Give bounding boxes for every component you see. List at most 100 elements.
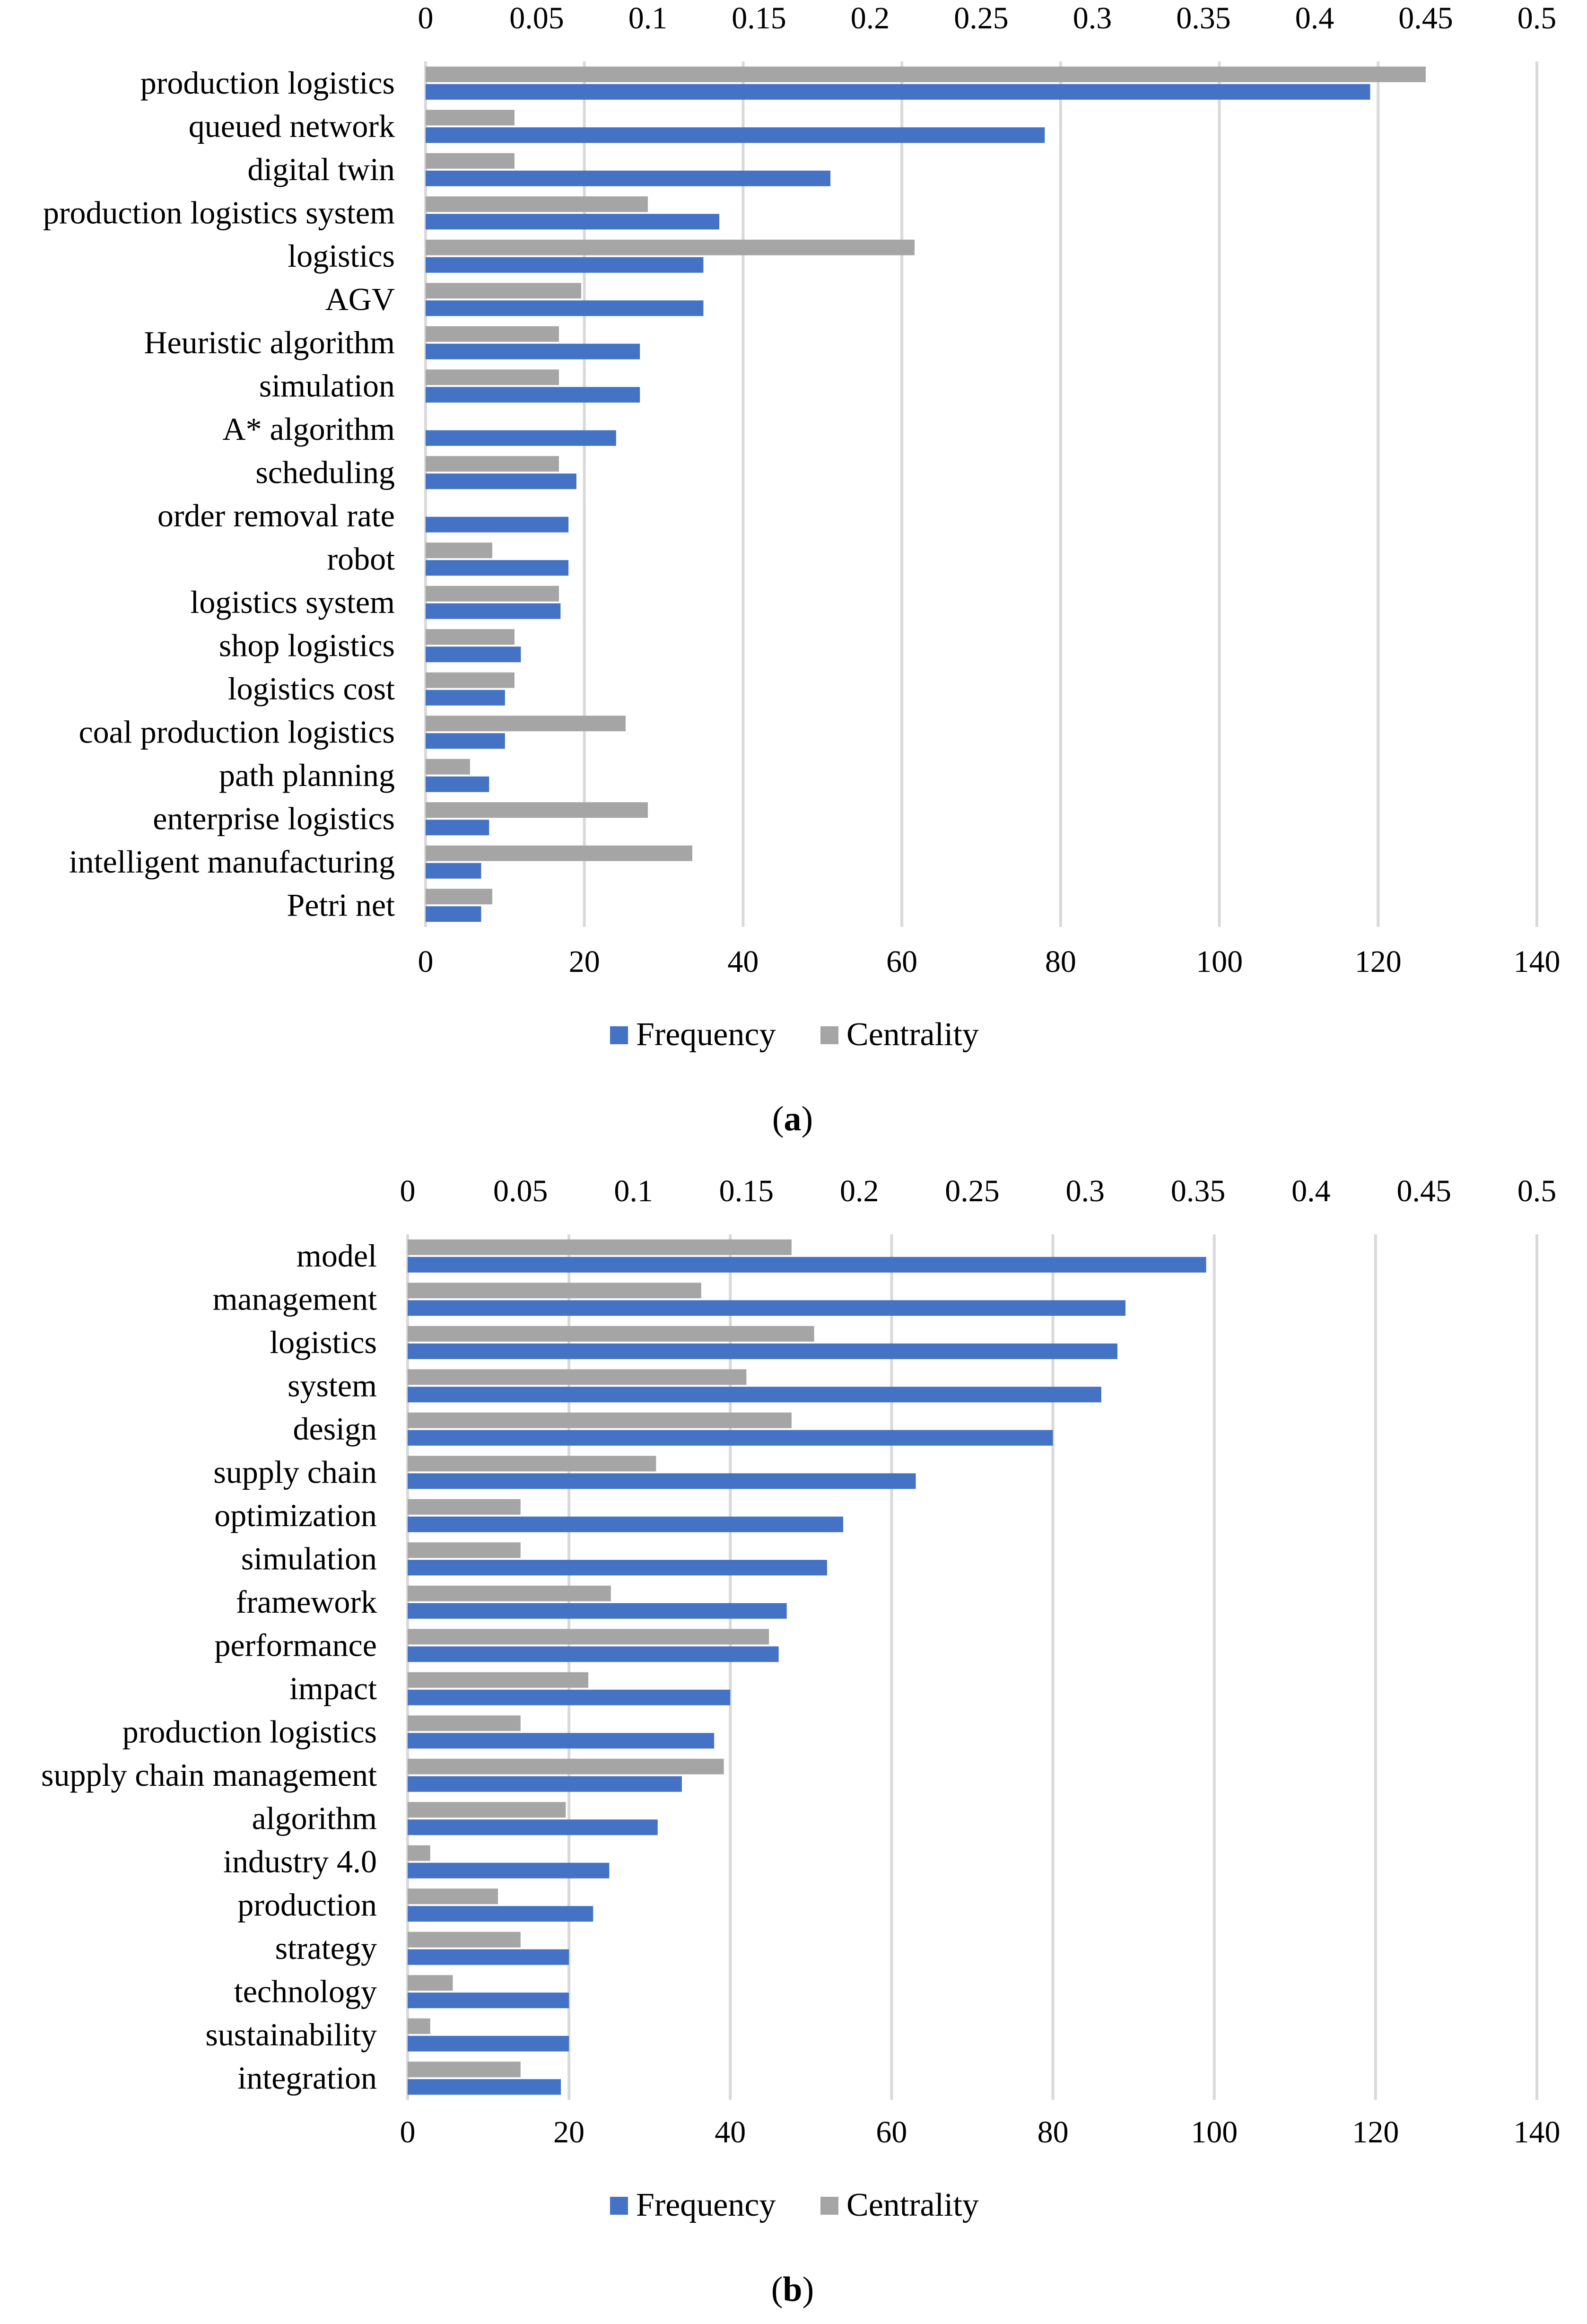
- frequency-bar: [426, 820, 489, 836]
- frequency-bar: [426, 473, 576, 489]
- category-label: AGV: [325, 281, 395, 317]
- category-label: algorithm: [252, 1800, 377, 1836]
- frequency-bar: [426, 214, 720, 230]
- chart-a: 0 20 40 60 80 100 120 140 0 0.05 0.1 0.15 0.2 0.25 0.3…: [43, 1, 1561, 1138]
- frequency-bar: [408, 1516, 844, 1532]
- frequency-bar: [426, 560, 569, 576]
- category-label: optimization: [214, 1497, 377, 1533]
- frequency-bar: [426, 863, 481, 879]
- frequency-bar: [408, 1733, 715, 1749]
- top-axis-tick-label: 0.4: [1291, 1174, 1331, 1208]
- top-axis-tick-label: 0.1: [628, 1, 668, 35]
- category-label: management: [213, 1281, 377, 1317]
- top-axis-tick-label: 0.35: [1171, 1174, 1226, 1208]
- top-axis-tick-label: 0.35: [1176, 1, 1231, 35]
- centrality-bar: [408, 1239, 792, 1255]
- legend-frequency-label: Frequency: [636, 2187, 776, 2223]
- category-label: production logistics: [140, 65, 395, 101]
- frequency-bar: [408, 1819, 658, 1835]
- bottom-axis-tick-label: 140: [1514, 944, 1561, 979]
- centrality-bar: [408, 1845, 430, 1861]
- frequency-bar: [426, 343, 640, 359]
- bottom-axis-tick-label: 60: [886, 944, 917, 979]
- frequency-bar: [408, 1862, 610, 1878]
- bottom-axis-tick-label: 0: [400, 2115, 416, 2149]
- centrality-bar: [408, 1802, 566, 1818]
- centrality-bar: [426, 889, 492, 905]
- centrality-bar: [426, 196, 648, 212]
- bottom-axis-tick-label: 40: [727, 944, 759, 979]
- frequency-bar: [426, 300, 704, 316]
- frequency-bar: [408, 1430, 1053, 1446]
- bottom-axis-tick-label: 20: [569, 944, 600, 979]
- category-label: sustainability: [205, 2017, 377, 2053]
- top-axis-tick-label: 0.05: [509, 1, 564, 35]
- top-axis-tick-label: 0.15: [719, 1174, 774, 1208]
- centrality-bar: [426, 369, 559, 385]
- category-label: framework: [236, 1584, 377, 1620]
- centrality-bar: [426, 585, 559, 602]
- centrality-bar: [408, 1715, 521, 1731]
- frequency-bar: [408, 1560, 827, 1576]
- centrality-bar: [426, 283, 581, 299]
- category-label: logistics: [288, 238, 395, 274]
- centrality-bar: [426, 802, 648, 818]
- centrality-bar: [408, 1542, 521, 1558]
- top-axis-tick-label: 0.45: [1396, 1174, 1451, 1208]
- category-label: technology: [234, 1973, 377, 2009]
- category-label: digital twin: [247, 151, 395, 187]
- category-label: simulation: [259, 367, 395, 403]
- bottom-axis-tick-label: 100: [1191, 2115, 1238, 2149]
- bottom-axis-tick-label: 80: [1045, 944, 1076, 979]
- top-axis-tick-label: 0.25: [945, 1174, 1000, 1208]
- category-label: path planning: [219, 757, 395, 793]
- top-axis-tick-label: 0: [400, 1174, 416, 1208]
- bottom-axis-tick-label: 80: [1038, 2115, 1069, 2149]
- frequency-bar: [426, 603, 561, 619]
- frequency-bar: [426, 690, 505, 706]
- top-axis-tick-label: 0.25: [954, 1, 1009, 35]
- category-label: design: [293, 1411, 377, 1447]
- frequency-bar: [408, 1689, 731, 1705]
- category-label: performance: [214, 1627, 377, 1663]
- centrality-bar: [408, 1326, 814, 1342]
- category-label: logistics cost: [228, 671, 395, 707]
- centrality-bar: [408, 2018, 430, 2034]
- legend-centrality-label: Centrality: [846, 1016, 979, 1053]
- frequency-bar: [408, 1603, 787, 1619]
- category-label: simulation: [241, 1540, 377, 1576]
- frequency-bar: [408, 1992, 569, 2009]
- category-label: production: [237, 1887, 377, 1922]
- top-axis-tick-label: 0: [418, 1, 434, 35]
- centrality-bar: [426, 542, 492, 559]
- frequency-bar: [426, 906, 481, 922]
- frequency-bar: [408, 1300, 1126, 1316]
- category-label: coal production logistics: [78, 714, 395, 750]
- chart-caption: (b): [771, 2270, 814, 2309]
- frequency-bar: [426, 430, 616, 446]
- centrality-bar: [426, 845, 692, 861]
- category-label: Heuristic algorithm: [144, 324, 395, 360]
- category-label: scheduling: [255, 454, 395, 490]
- frequency-bar: [408, 1257, 1206, 1273]
- centrality-bar: [408, 1888, 498, 1905]
- frequency-bar: [408, 1343, 1118, 1359]
- frequency-bar: [408, 2036, 569, 2052]
- centrality-bar: [408, 1931, 521, 1948]
- frequency-bar: [426, 733, 505, 749]
- centrality-bar: [426, 759, 470, 775]
- category-label: supply chain: [213, 1454, 377, 1490]
- centrality-bar: [408, 2062, 521, 2078]
- centrality-bar: [426, 239, 915, 255]
- legend-frequency-swatch: [610, 2197, 628, 2215]
- top-axis-tick-label: 0.45: [1398, 1, 1453, 35]
- frequency-bar: [426, 84, 1370, 100]
- category-label: shop logistics: [219, 627, 395, 663]
- bottom-axis-tick-label: 40: [715, 2115, 746, 2149]
- centrality-bar: [426, 456, 559, 472]
- centrality-bar: [408, 1585, 611, 1601]
- legend-frequency-label: Frequency: [636, 1016, 776, 1053]
- bottom-axis-tick-label: 120: [1352, 2115, 1399, 2149]
- frequency-bar: [426, 257, 704, 273]
